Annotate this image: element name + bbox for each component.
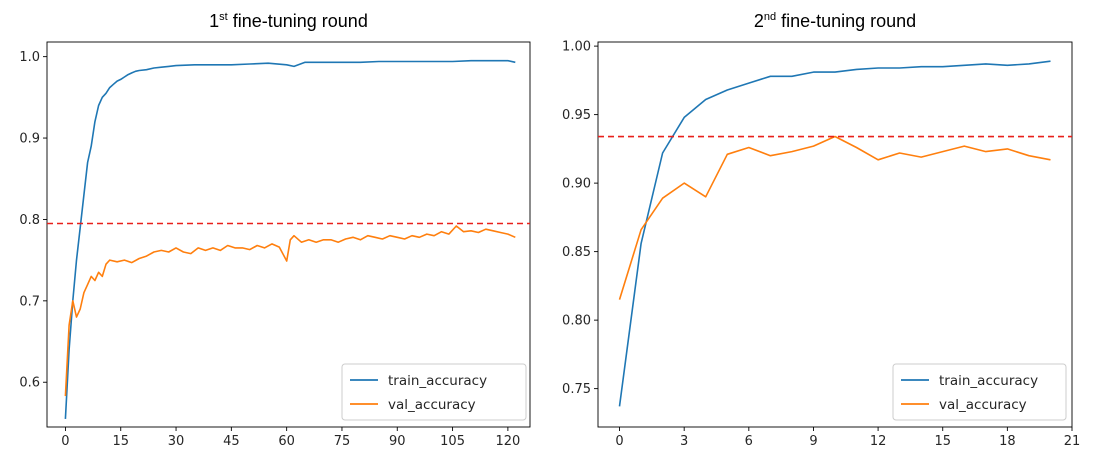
- chart-2: 2nd fine-tuning round 0 3 6 9 12 15 18 21 0.75 0.8…: [562, 11, 1080, 449]
- legend-label-val_accuracy: val_accuracy: [939, 397, 1027, 413]
- x-tick-label: 90: [389, 434, 406, 449]
- legend: train_accuracy val_accuracy: [892, 363, 1067, 421]
- plot-frame: [46, 41, 531, 428]
- legend-label-train_accuracy: train_accuracy: [939, 373, 1038, 389]
- x-tick-label: 45: [223, 434, 240, 449]
- legend-box: [341, 363, 527, 421]
- x-tick-label: 30: [168, 434, 185, 449]
- y-tick-label: 1.0: [19, 50, 40, 65]
- legend-box: [892, 363, 1067, 421]
- x-tick-label: 15: [112, 434, 129, 449]
- x-tick-label: 3: [680, 434, 688, 449]
- series-line-val_accuracy: [618, 135, 1051, 300]
- x-tick-label: 21: [1064, 434, 1081, 449]
- chart-title: 1st fine-tuning round: [209, 11, 368, 31]
- x-tick-label: 0: [615, 434, 623, 449]
- y-tick-label: 0.7: [19, 294, 40, 309]
- chart-1: 1st fine-tuning round 0 15 30 45 60 75 90 105 120…: [19, 11, 531, 449]
- x-tick-label: 12: [870, 434, 887, 449]
- y-tick-label: 0.8: [19, 213, 40, 228]
- y-tick-label: 0.75: [562, 382, 591, 397]
- y-tick-label: 0.9: [19, 132, 40, 147]
- legend-label-train_accuracy: train_accuracy: [388, 373, 487, 389]
- chart-title: 2nd fine-tuning round: [754, 11, 916, 31]
- x-tick-label: 75: [334, 434, 351, 449]
- y-tick-label: 0.6: [19, 376, 40, 391]
- x-tick-label: 15: [934, 434, 951, 449]
- y-tick-label: 1.00: [562, 40, 591, 55]
- y-tick-label: 0.90: [562, 177, 591, 192]
- plot-area: [618, 60, 1051, 407]
- legend-label-val_accuracy: val_accuracy: [388, 397, 476, 413]
- y-tick-label: 0.85: [562, 245, 591, 260]
- series-line-val_accuracy: [64, 225, 516, 397]
- plot-area: [64, 59, 516, 419]
- legend: train_accuracy val_accuracy: [341, 363, 527, 421]
- x-tick-label: 0: [61, 434, 69, 449]
- series-line-train_accuracy: [64, 59, 516, 419]
- x-tick-label: 120: [495, 434, 520, 449]
- x-tick-label: 9: [809, 434, 817, 449]
- y-tick-label: 0.80: [562, 314, 591, 329]
- y-tick-label: 0.95: [562, 108, 591, 123]
- x-tick-label: 6: [745, 434, 753, 449]
- x-tick-label: 18: [999, 434, 1016, 449]
- x-tick-label: 105: [440, 434, 465, 449]
- x-tick-label: 60: [278, 434, 295, 449]
- plot-frame: [597, 41, 1073, 428]
- series-line-train_accuracy: [618, 60, 1051, 407]
